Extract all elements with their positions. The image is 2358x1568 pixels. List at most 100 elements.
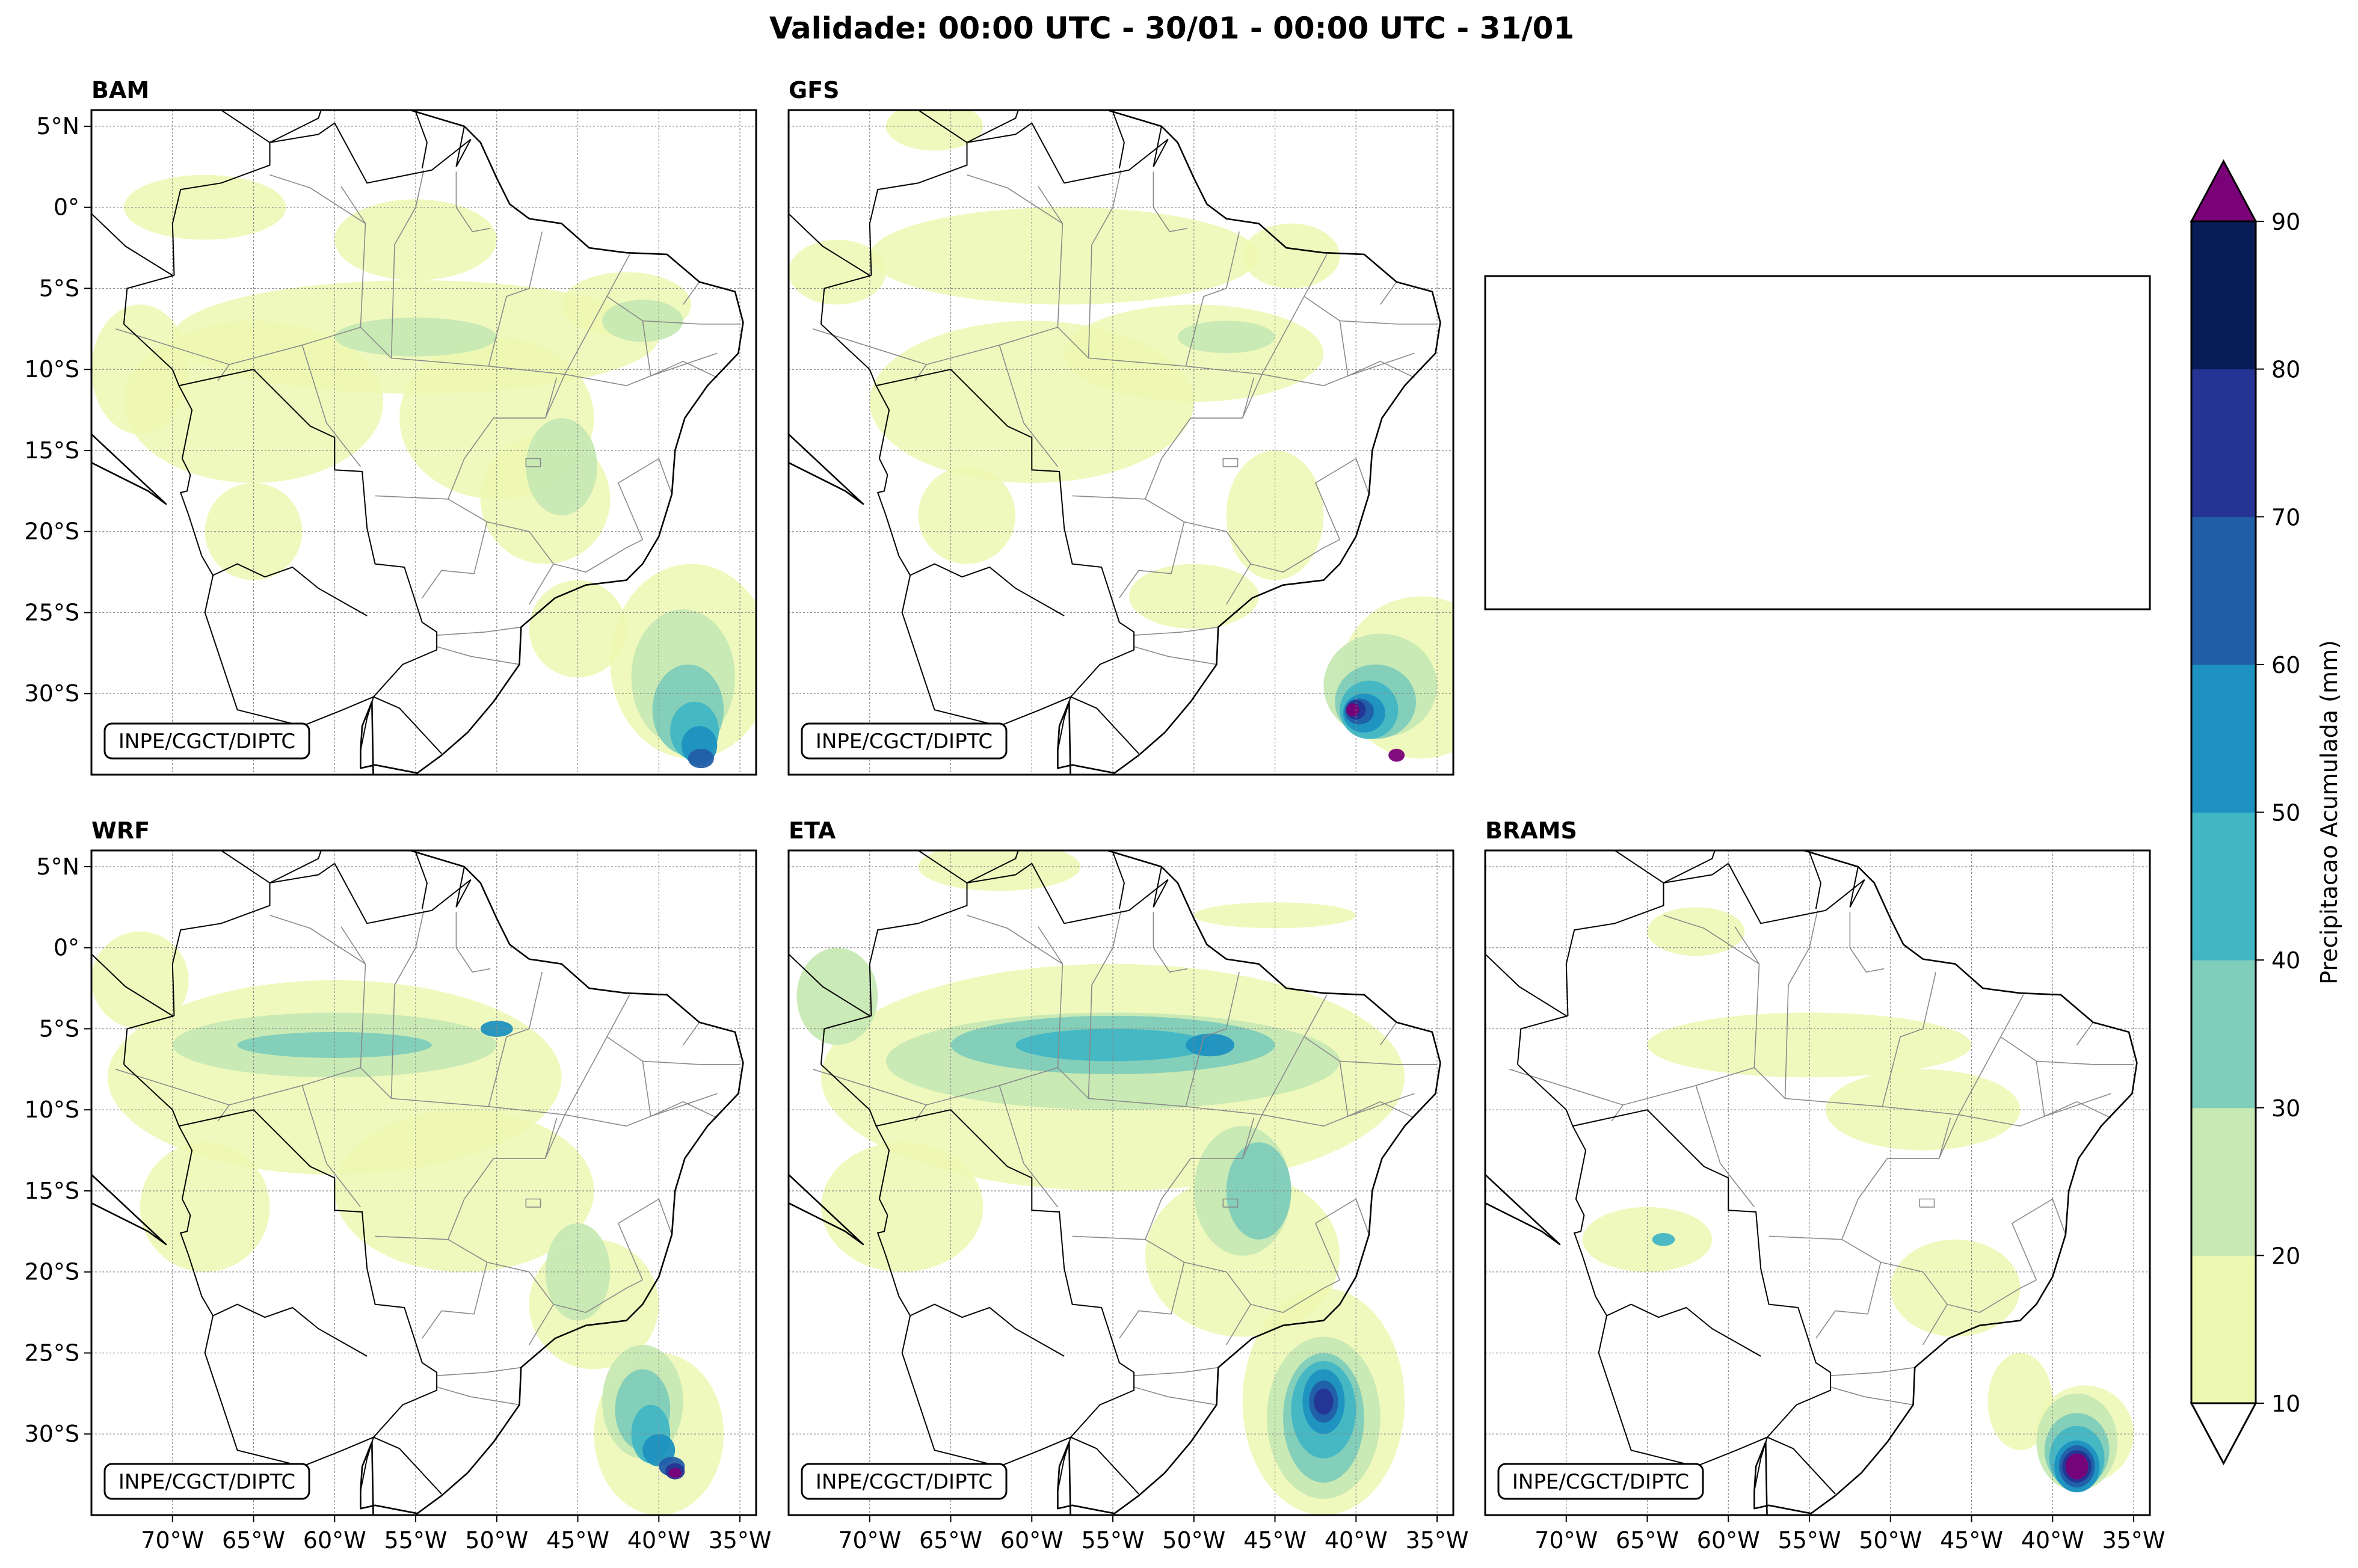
lat-tick-label: 15°S [25,1178,79,1204]
state-boundary [455,171,491,232]
colorbar-tick-label: 80 [2271,357,2300,383]
figure-title: Validade: 00:00 UTC - 30/01 - 00:00 UTC … [769,11,1574,46]
lon-tick-label: 35°W [1406,1527,1469,1554]
lon-tick-label: 45°W [1243,1527,1307,1554]
colorbar-segment [2191,960,2256,1108]
state-boundary [301,1085,327,1164]
panel-title: BRAMS [1485,817,1577,844]
lon-tick-label: 45°W [546,1527,609,1554]
map-area [789,110,1453,775]
precip-contour-level-1 [1582,1207,1713,1272]
state-boundary [650,360,718,378]
state-boundary [326,422,362,467]
state-boundary [1242,1118,1255,1159]
country-border [869,862,1032,1016]
gridlines [91,850,756,1515]
lat-tick-label: 0° [54,194,79,221]
colorbar-segment [2191,517,2256,665]
precip-contour-level-1 [869,207,1259,305]
lat-tick-label: 10°S [25,1096,79,1123]
precip-contour-level-2 [545,1223,611,1321]
state-boundary [217,1104,230,1122]
panel-title: BAM [91,77,149,103]
country-border [1112,111,1125,169]
precip-contour-level-9 [1388,748,1405,762]
state-boundary [1919,1198,1935,1208]
credit-text: INPE/CGCT/DIPTC [816,1470,993,1494]
map-panel-eta: ETA INPE/CGCT/DIPTC 70°W 65°W 60°W 55°W 50°W 45… [787,817,1469,1554]
precip-contour-level-4 [1652,1233,1675,1246]
state-boundary [1119,521,1185,598]
state-boundary [1611,1104,1624,1122]
state-boundary [269,174,366,224]
credit-label: INPE/CGCT/DIPTC [103,1463,310,1500]
lon-tick-labels: 70°W 65°W 60°W 55°W 50°W 45°W 40°W 35°W [1535,1515,2166,1554]
country-border [204,1315,374,1468]
state-boundary [1314,1198,1370,1281]
gridlines [91,110,756,775]
lon-tick-label: 55°W [1082,1527,1145,1554]
country-border [789,212,870,276]
state-boundary [1023,1163,1059,1208]
state-boundary [2044,1101,2111,1119]
gridlines [1485,850,2150,1515]
state-boundary [269,915,366,965]
precip-contour-level-2 [334,317,497,357]
lat-tick-label: 20°S [25,518,79,545]
country-border [334,863,472,924]
state-boundary [1072,495,1145,500]
colorbar-label: Precipitacao Acumulada (mm) [2316,640,2342,985]
credit-text: INPE/CGCT/DIPTC [119,730,295,754]
precip-contour-level-1 [918,466,1016,564]
state-boundary [455,912,491,973]
empty-panel-box [1484,275,2151,610]
state-boundary [422,521,488,598]
map-panel-gfs: GFS INPE/CGCT/DIPTC [787,77,1455,776]
lon-tick-label: 35°W [709,1527,772,1554]
state-boundary [1134,626,1219,636]
colorbar-segment [2191,664,2256,813]
lat-tick-label: 25°S [25,1339,79,1366]
state-boundary [488,231,543,366]
state-boundary [436,1386,520,1406]
colorbar-tick-label: 70 [2271,504,2300,530]
state-boundary [217,364,230,381]
state-boundary [1340,1060,1437,1065]
lon-tick-labels: 70°W 65°W 60°W 55°W 50°W 45°W 40°W 35°W [838,1515,1469,1554]
precip-contour-level-1 [123,321,384,483]
precip-contour-level-1 [885,110,984,151]
precip-contour-level-2 [1177,321,1275,354]
state-boundary [650,352,718,377]
state-boundary [1134,1367,1219,1376]
lon-tick-label: 50°W [1162,1527,1225,1554]
lat-tick-label: 10°S [25,356,79,383]
lon-tick-label: 70°W [141,1527,204,1554]
colorbar-segment [2191,369,2256,517]
country-border [1112,852,1125,909]
precip-contour-level-3 [237,1031,432,1058]
state-boundary [1347,1093,1415,1117]
country-border [1849,866,1865,908]
state-boundary [1038,186,1064,328]
colorbar-tick-label: 40 [2271,947,2300,974]
state-boundary [422,1262,488,1339]
lat-tick-label: 20°S [25,1259,79,1285]
coastline [789,850,1441,1515]
colorbar-tick-label: 10 [2271,1391,2300,1417]
country-border [875,385,1065,616]
state-boundary [437,626,522,636]
credit-label: INPE/CGCT/DIPTC [801,722,1008,760]
gridlines [789,850,1453,1515]
country-border [171,122,335,275]
lon-tick-label: 60°W [1000,1527,1064,1554]
state-boundary [529,564,554,605]
country-border [1516,1015,1568,1065]
lon-tick-label: 50°W [465,1527,528,1554]
state-boundary [1830,1386,1913,1406]
state-boundary [617,1198,673,1281]
credit-box [1497,1463,1704,1500]
state-boundary [1922,1304,1948,1345]
precip-contour-level-1 [820,1142,984,1272]
colorbar-under-triangle [2190,1402,2258,1466]
precip-contour-level-1 [918,850,1081,891]
